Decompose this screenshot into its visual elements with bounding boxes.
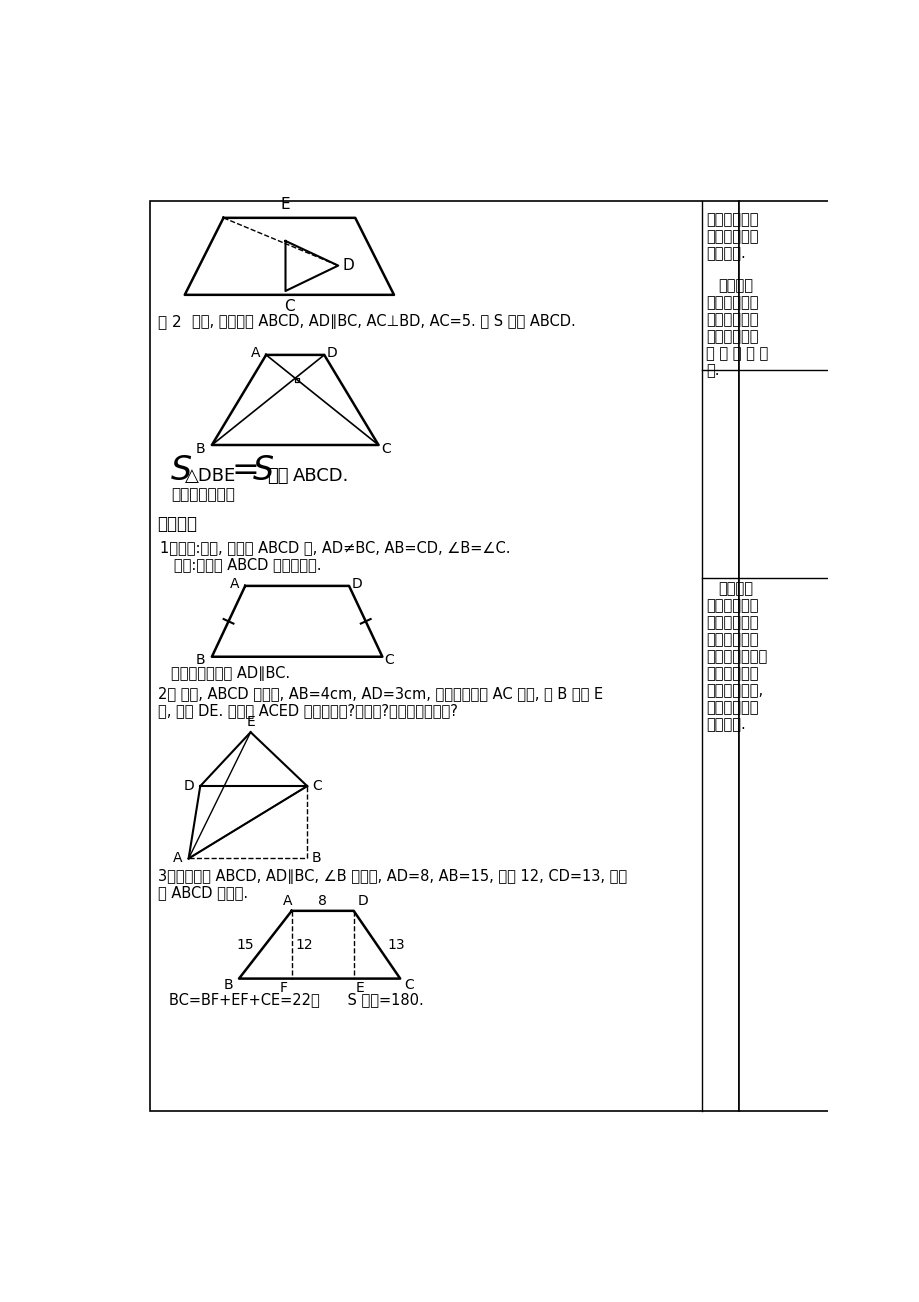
Text: D: D bbox=[357, 894, 368, 907]
Text: =: = bbox=[231, 454, 259, 487]
Text: E: E bbox=[280, 197, 290, 212]
Text: 形 ABCD 的面积.: 形 ABCD 的面积. bbox=[157, 885, 247, 901]
Text: S: S bbox=[253, 454, 274, 487]
Text: 角度思考问题,: 角度思考问题, bbox=[706, 684, 763, 698]
Text: 力.: 力. bbox=[706, 363, 719, 378]
Text: 处, 联结 DE. 四边形 ACED 是什么图形?为什么?它的面积是多少?: 处, 联结 DE. 四边形 ACED 是什么图形?为什么?它的面积是多少? bbox=[157, 703, 457, 719]
Text: A: A bbox=[283, 894, 292, 907]
Text: 13: 13 bbox=[388, 937, 405, 952]
Text: A: A bbox=[173, 852, 182, 866]
Bar bbox=[150, 201, 738, 1111]
Text: ABCD.: ABCD. bbox=[293, 467, 349, 484]
Text: 8: 8 bbox=[318, 894, 327, 907]
Text: D: D bbox=[326, 346, 337, 361]
Text: C: C bbox=[403, 978, 414, 992]
Text: D: D bbox=[183, 779, 194, 793]
Text: C: C bbox=[380, 441, 391, 456]
Text: 仔细审题，分: 仔细审题，分 bbox=[706, 329, 758, 344]
Text: 1．已知:如图, 四边形 ABCD 中, AD≠BC, AB=CD, ∠B=∠C.: 1．已知:如图, 四边形 ABCD 中, AD≠BC, AB=CD, ∠B=∠C… bbox=[160, 540, 510, 555]
Text: 类 讨 论 的 能: 类 讨 论 的 能 bbox=[706, 346, 767, 361]
Text: 梯形的定义，: 梯形的定义， bbox=[706, 599, 758, 613]
Text: 来计算梯形面: 来计算梯形面 bbox=[706, 296, 758, 310]
Text: 课内练习: 课内练习 bbox=[157, 516, 198, 534]
Text: 运动思想.: 运动思想. bbox=[706, 717, 745, 732]
Text: 梯形: 梯形 bbox=[267, 467, 288, 484]
Text: 2、 如图, ABCD 是矩形, AB=4cm, AD=3cm, 把矩形沿直线 AC 折叠, 点 B 落在 E: 2、 如图, ABCD 是矩形, AB=4cm, AD=3cm, 把矩形沿直线 … bbox=[157, 686, 602, 702]
Text: D: D bbox=[342, 258, 354, 273]
Text: B: B bbox=[223, 978, 233, 992]
Text: 积，培养学生: 积，培养学生 bbox=[706, 312, 758, 327]
Text: A: A bbox=[229, 577, 239, 591]
Text: 通过作高: 通过作高 bbox=[717, 279, 752, 293]
Text: B: B bbox=[312, 852, 321, 866]
Text: 想一想如何证明 AD∥BC.: 想一想如何证明 AD∥BC. bbox=[171, 667, 289, 681]
Text: C: C bbox=[384, 652, 394, 667]
Text: 如图, 等腰梯形 ABCD, AD∥BC, AC⊥BD, AC=5. 求 S 梯形 ABCD.: 如图, 等腰梯形 ABCD, AD∥BC, AC⊥BD, AC=5. 求 S 梯… bbox=[192, 314, 575, 329]
Text: 角形面积.: 角形面积. bbox=[706, 246, 745, 260]
Text: A: A bbox=[250, 346, 260, 361]
Text: BC=BF+EF+CE=22，      S 梯形=180.: BC=BF+EF+CE=22， S 梯形=180. bbox=[169, 992, 424, 1006]
Text: 并加深理解等: 并加深理解等 bbox=[706, 616, 758, 630]
Text: B: B bbox=[196, 441, 206, 456]
Text: B: B bbox=[196, 652, 206, 667]
Text: 腰梯形与平行: 腰梯形与平行 bbox=[706, 633, 758, 647]
Text: C: C bbox=[284, 299, 294, 314]
Text: 3、已知梯形 ABCD, AD∥BC, ∠B 是锐角, AD=8, AB=15, 高为 12, CD=13, 求梯: 3、已知梯形 ABCD, AD∥BC, ∠B 是锐角, AD=8, AB=15,… bbox=[157, 868, 626, 884]
Text: 巩固等腰: 巩固等腰 bbox=[717, 582, 752, 596]
Text: C: C bbox=[312, 779, 322, 793]
Text: 同时从运动的: 同时从运动的 bbox=[706, 667, 758, 681]
Bar bbox=[738, 201, 862, 1111]
Text: 求证:四边形 ABCD 是等腰梯形.: 求证:四边形 ABCD 是等腰梯形. bbox=[160, 557, 321, 572]
Text: E: E bbox=[356, 980, 364, 995]
Text: △DBE: △DBE bbox=[185, 467, 236, 484]
Text: S: S bbox=[171, 454, 192, 487]
Text: E: E bbox=[246, 715, 255, 729]
Text: F: F bbox=[279, 980, 288, 995]
Text: 四边形的区别；: 四边形的区别； bbox=[706, 650, 766, 664]
Text: 面积转化为三: 面积转化为三 bbox=[706, 229, 758, 243]
Text: D: D bbox=[351, 577, 362, 591]
Text: 培养学生图形: 培养学生图形 bbox=[706, 700, 758, 715]
Text: 12: 12 bbox=[295, 937, 312, 952]
Text: 例 2: 例 2 bbox=[157, 314, 181, 329]
Text: 助线，将梯形: 助线，将梯形 bbox=[706, 212, 758, 227]
Text: 想一想为什么？: 想一想为什么？ bbox=[171, 487, 234, 503]
Text: 15: 15 bbox=[236, 937, 255, 952]
